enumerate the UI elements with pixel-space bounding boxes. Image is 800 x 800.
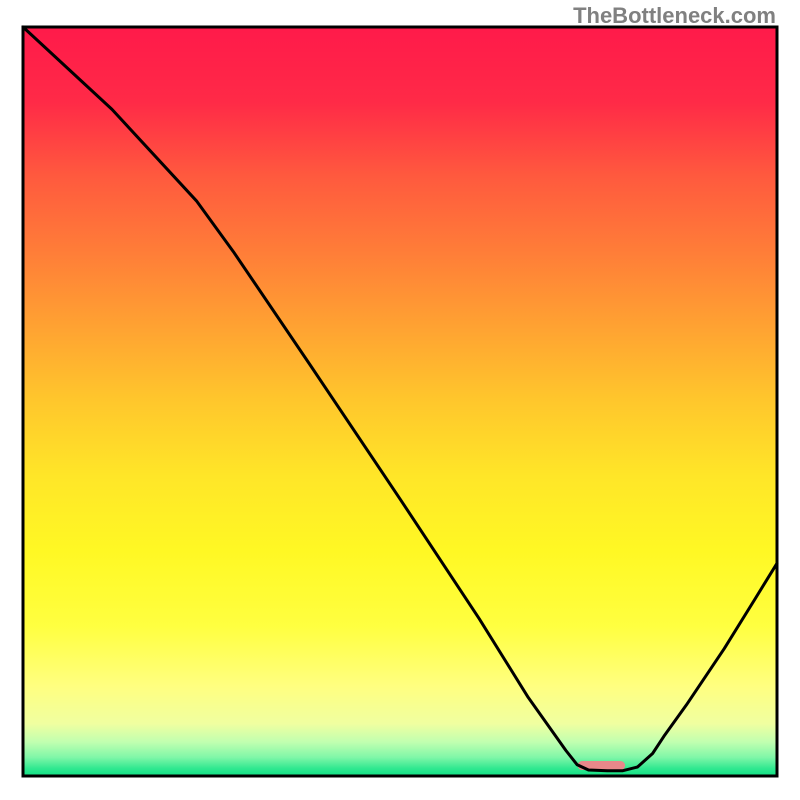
chart-wrapper: TheBottleneck.com	[0, 0, 800, 800]
watermark-text: TheBottleneck.com	[573, 3, 776, 29]
plot-background	[23, 27, 777, 776]
bottleneck-chart	[0, 0, 800, 800]
